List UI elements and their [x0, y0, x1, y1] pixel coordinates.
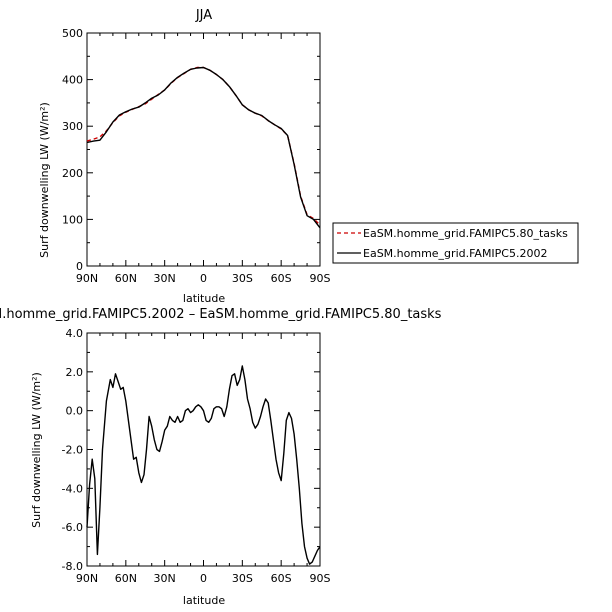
top-x-tick-label: 60N — [115, 272, 137, 285]
top-y-tick-labels: 0 100 200 300 400 500 — [62, 27, 83, 273]
bottom-series-lines — [86, 365, 321, 565]
top-x-tick-label: 90S — [310, 272, 331, 285]
bottom-y-tick-label: -2.0 — [62, 444, 83, 457]
bottom-series-line-0 — [86, 365, 321, 565]
bottom-axis-ticks — [86, 332, 321, 567]
top-x-tick-label: 0 — [200, 272, 207, 285]
legend: EaSM.homme_grid.FAMIPC5.80_tasks EaSM.ho… — [332, 222, 579, 264]
top-y-axis-label: Surf downwelling LW (W/m²) — [38, 102, 51, 258]
top-y-tick-label: 100 — [62, 213, 83, 226]
top-x-tick-label: 30N — [154, 272, 176, 285]
bottom-x-tick-label: 60S — [271, 572, 292, 585]
bottom-y-tick-label: -8.0 — [62, 560, 83, 573]
bottom-x-tick-label: 60N — [115, 572, 137, 585]
top-chart-title: JJA — [195, 8, 212, 23]
top-y-tick-label: 300 — [62, 120, 83, 133]
legend-label-80-tasks: EaSM.homme_grid.FAMIPC5.80_tasks — [363, 227, 568, 240]
top-x-tick-label: 60S — [271, 272, 292, 285]
bottom-y-tick-label: -6.0 — [62, 521, 83, 534]
bottom-y-tick-label: 4.0 — [66, 327, 84, 340]
top-y-tick-label: 400 — [62, 74, 83, 87]
bottom-x-tick-label: 30N — [154, 572, 176, 585]
bottom-x-axis-label: latitude — [183, 594, 225, 607]
bottom-y-tick-label: -4.0 — [62, 482, 83, 495]
top-y-tick-label: 500 — [62, 27, 83, 40]
top-x-tick-labels: 90N 60N 30N 0 30S 60S 90S — [76, 272, 331, 285]
top-panel: JJA 90N 60N 30N 0 30S 60S 90S 0 100 200 300 400 500… — [38, 8, 331, 305]
bottom-y-tick-label: 0.0 — [66, 405, 84, 418]
top-axis-ticks — [86, 32, 321, 267]
bottom-x-tick-label: 90N — [76, 572, 98, 585]
bottom-y-tick-labels: -8.0 -6.0 -4.0 -2.0 0.0 2.0 4.0 — [62, 327, 83, 573]
legend-label-2002: EaSM.homme_grid.FAMIPC5.2002 — [363, 247, 547, 260]
top-y-tick-label: 200 — [62, 167, 83, 180]
bottom-plot-frame — [86, 332, 321, 567]
bottom-x-tick-labels: 90N 60N 30N 0 30S 60S 90S — [76, 572, 331, 585]
bottom-y-tick-label: 2.0 — [66, 366, 84, 379]
top-series-line-0 — [86, 66, 321, 226]
top-x-tick-label: 30S — [232, 272, 253, 285]
top-x-axis-label: latitude — [183, 292, 225, 305]
top-series-line-1 — [86, 66, 321, 229]
bottom-x-tick-label: 0 — [200, 572, 207, 585]
top-x-tick-label: 90N — [76, 272, 98, 285]
top-y-tick-label: 0 — [76, 260, 83, 273]
bottom-chart-title: EaSM.homme_grid.FAMIPC5.2002 – EaSM.homm… — [0, 307, 442, 322]
bottom-panel: EaSM.homme_grid.FAMIPC5.2002 – EaSM.homm… — [0, 307, 442, 607]
top-series-lines — [86, 66, 321, 229]
bottom-x-tick-label: 90S — [310, 572, 331, 585]
bottom-x-tick-label: 30S — [232, 572, 253, 585]
legend-box — [332, 222, 579, 264]
bottom-y-axis-label: Surf downwelling LW (W/m²) — [30, 372, 43, 528]
